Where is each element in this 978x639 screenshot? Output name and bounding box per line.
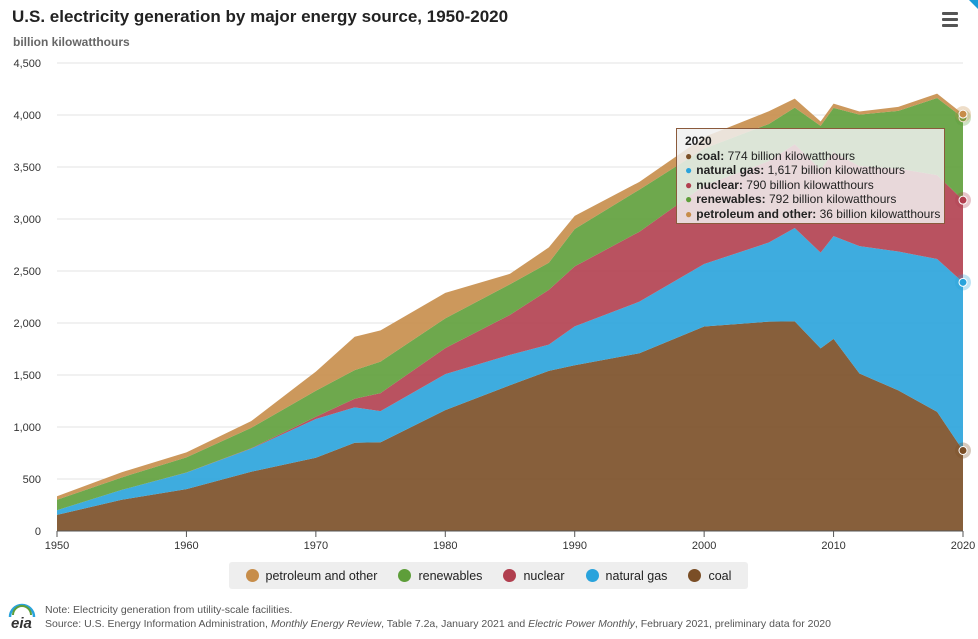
tooltip-name: natural gas: [696,163,765,177]
tooltip-value: 774 billion kilowatthours [727,148,856,163]
tooltip-row-coal: ● coal: 774 billion kilowatthours [685,148,856,163]
y-tick-label: 1,500 [13,370,41,382]
hover-marker-petroleum-and-other [958,109,968,119]
legend-swatch [585,569,599,582]
hamburger-menu-icon[interactable] [940,12,962,32]
y-tick-label: 1,000 [13,422,41,434]
y-tick-label: 4,500 [13,58,41,70]
tooltip-row-petroleum: ● petroleum and other: 36 billion kilowat… [685,206,941,221]
chart-title: U.S. electricity generation by major ene… [12,7,509,26]
x-tick-label: 1950 [45,540,69,552]
tooltip-value: 790 billion kilowatthours [746,177,874,192]
footer-note-line: Note: Electricity generation from utilit… [45,604,293,616]
hover-marker-coal [958,446,968,456]
area-series-renewables [57,97,963,511]
legend-item-petroleum[interactable]: petroleum and other [245,568,378,583]
tooltip-row-renewables: ● renewables: 792 billion kilowatthours [685,192,897,206]
footer-source-line: Source: U.S. Energy Information Administ… [45,618,831,630]
tooltip-row-natural-gas: ● natural gas: 1,617 billion kilowatthour… [685,163,906,177]
tooltip-row-nuclear: ● nuclear: 790 billion kilowatthours [685,177,874,192]
x-tick-label: 1980 [433,540,457,552]
legend-item-nuclear[interactable]: nuclear [503,569,564,583]
legend-swatch [688,569,702,582]
y-tick-label: 0 [35,526,41,538]
hover-marker-nuclear [958,195,968,205]
tooltip-year: 2020 [685,134,712,148]
x-tick-label: 1960 [174,540,198,552]
tooltip-name: petroleum and other: [696,206,817,221]
y-tick-label: 500 [23,474,41,486]
legend-item-natural-gas[interactable]: natural gas [585,568,668,583]
legend-label: renewables [418,568,483,583]
tooltip-value: 1,617 billion kilowatthours [767,163,906,177]
legend-swatch [503,569,517,582]
chart-subtitle: billion kilowatthours [13,35,130,49]
y-tick-label: 2,500 [13,266,41,278]
area-series-natural-gas [57,228,963,515]
x-tick-label: 2020 [951,540,975,552]
footer-note: Note: Electricity generation from utilit… [45,603,831,631]
y-tick-label: 3,500 [13,162,41,174]
legend-label: coal [708,568,732,583]
y-tick-label: 2,000 [13,318,41,330]
legend-item-renewables[interactable]: renewables [398,569,482,583]
area-series-coal [57,321,963,531]
tooltip-name: nuclear: [696,177,743,192]
x-tick-label: 1970 [304,540,328,552]
legend-swatch [245,569,259,582]
tooltip-value: 36 billion kilowatthours [819,206,941,221]
legend-swatch [398,569,412,582]
area-series-petroleum-and-other [57,93,963,500]
chart-legend: petroleum and other renewables nuclear n… [229,562,748,589]
area-series-nuclear [57,144,963,511]
x-tick-label: 1990 [562,540,586,552]
corner-accent [969,0,978,9]
tooltip-name: renewables: [696,192,766,206]
tooltip-name: coal: [696,148,725,163]
eia-logo-icon [8,603,36,618]
tooltip-value: 792 billion kilowatthours [768,192,897,206]
area-chart: 0 500 1,000 1,500 2,000 2,500 3,000 3,500 4,000 4… [13,58,975,552]
legend-label: petroleum and other [265,568,378,583]
legend-label: nuclear [523,568,565,583]
legend-item-coal[interactable]: coal [688,569,731,583]
y-tick-label: 3,000 [13,214,41,226]
chart-tooltip: 2020 ● coal: 774 billion kilowatthours ● n… [676,128,945,224]
y-tick-label: 4,000 [13,110,41,122]
legend-label: natural gas [605,568,668,583]
x-tick-label: 2000 [692,540,716,552]
hover-marker-natural-gas [958,277,968,287]
x-tick-label: 2010 [821,540,845,552]
eia-logo-text: eia [11,615,32,632]
